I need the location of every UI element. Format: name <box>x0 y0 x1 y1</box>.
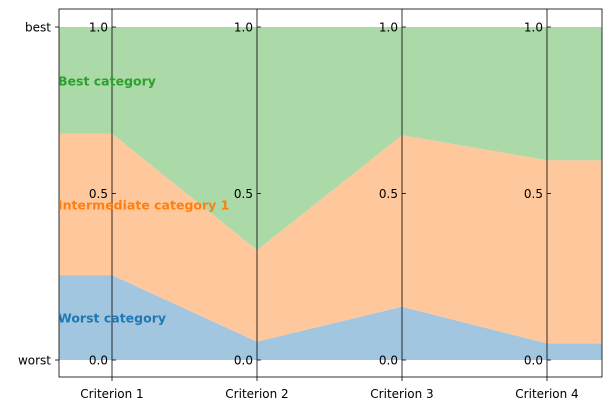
category-bands <box>59 27 602 360</box>
outer-axis-tick-label: worst <box>18 354 51 368</box>
criterion-tick-label: 0.5 <box>234 187 253 201</box>
criterion-tick-label: 0.5 <box>379 187 398 201</box>
worst-category-band <box>59 275 602 360</box>
criterion-tick-label: 1.0 <box>524 21 543 35</box>
criterion-label: Criterion 2 <box>225 387 288 401</box>
criterion-tick-label: 0.5 <box>89 187 108 201</box>
criterion-tick-label: 0.5 <box>524 187 543 201</box>
criterion-tick-label: 0.0 <box>379 354 398 368</box>
outer-axis-tick-label: best <box>25 21 51 35</box>
criterion-label: Criterion 1 <box>80 387 143 401</box>
criterion-label: Criterion 3 <box>370 387 433 401</box>
tick-labels: best worst 1.0 0.5 0.0 1.0 0.5 0.0 1.0 0.5 0.0 1.0 0… <box>18 21 579 402</box>
plot-frame-border <box>58 8 603 378</box>
intermediate-category-band <box>59 133 602 344</box>
intermediate-category-label: Intermediate category 1 <box>58 198 229 213</box>
criterion-tick-label: 1.0 <box>234 21 253 35</box>
criterion-tick-label: 0.0 <box>524 354 543 368</box>
plot-frame <box>58 8 603 378</box>
category-labels: Best category Intermediate category 1 Wors… <box>58 74 229 326</box>
criterion-label: Criterion 4 <box>515 387 578 401</box>
criterion-tick-label: 1.0 <box>379 21 398 35</box>
best-category-band <box>59 27 602 251</box>
worst-category-label: Worst category <box>58 311 166 326</box>
criterion-tick-label: 0.0 <box>89 354 108 368</box>
criterion-tick-label: 0.0 <box>234 354 253 368</box>
criterion-axes <box>111 9 548 377</box>
best-category-label: Best category <box>58 74 156 89</box>
criterion-tick-label: 1.0 <box>89 21 108 35</box>
